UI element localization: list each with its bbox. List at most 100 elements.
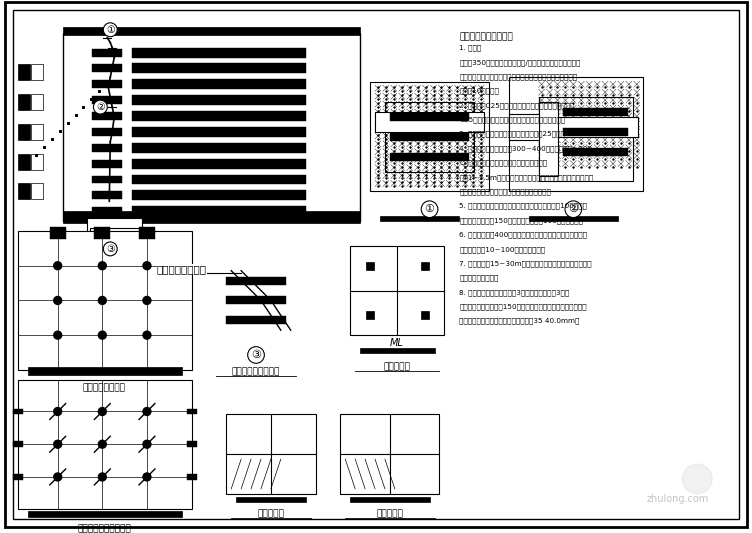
Bar — [420, 262, 429, 270]
Bar — [529, 216, 618, 221]
Text: 层，将层高层审层层（150层一层）一层筋管主层一，层层层层: 层，将层高层审层层（150层一层）一层筋管主层一，层层层层 — [459, 303, 587, 310]
Bar — [92, 160, 122, 167]
Bar — [92, 175, 122, 183]
Bar — [31, 183, 43, 199]
Bar — [92, 128, 122, 136]
Text: ML: ML — [390, 338, 404, 348]
Text: 1. 材料：: 1. 材料： — [459, 45, 481, 51]
Bar — [366, 311, 374, 319]
Bar — [92, 49, 122, 56]
Bar — [186, 474, 196, 480]
Bar — [13, 408, 23, 415]
Bar — [390, 113, 469, 121]
Bar — [95, 227, 111, 239]
Circle shape — [53, 262, 62, 270]
Circle shape — [143, 440, 151, 448]
Bar — [13, 474, 23, 480]
Text: 筋管理放剖面示意: 筋管理放剖面示意 — [83, 383, 126, 392]
Text: 5. 善上层安墩子：管和筋管加筋，年度高度层外各100室天。: 5. 善上层安墩子：管和筋管加筋，年度高度层外各100室天。 — [459, 203, 587, 209]
Bar — [13, 441, 23, 447]
Bar — [390, 152, 469, 160]
Circle shape — [143, 296, 151, 304]
Circle shape — [99, 408, 106, 415]
Bar — [132, 206, 305, 216]
Bar — [92, 112, 122, 120]
Bar — [132, 174, 305, 184]
Text: zhulong.com: zhulong.com — [646, 494, 708, 504]
Text: 加筋管主筋固定大样: 加筋管主筋固定大样 — [232, 367, 280, 376]
Bar — [420, 311, 429, 319]
Bar — [28, 511, 182, 516]
Bar — [92, 80, 122, 88]
Bar — [132, 95, 305, 105]
Text: 筋条每10层一组。: 筋条每10层一组。 — [459, 88, 499, 94]
Text: 6. 力斯管净子为400，施工时管筋（共同化研工）加筋基础。: 6. 力斯管净子为400，施工时管筋（共同化研工）加筋基础。 — [459, 231, 587, 238]
Bar — [370, 82, 489, 191]
Bar — [236, 497, 305, 502]
Text: 8. 力斯层屏筋架至少不小于3层天，间距不小于3层至: 8. 力斯层屏筋架至少不小于3层天，间距不小于3层至 — [459, 289, 569, 296]
Bar — [186, 441, 196, 447]
Text: ③: ③ — [251, 350, 261, 360]
Bar — [132, 159, 305, 168]
Circle shape — [143, 473, 151, 481]
Bar — [139, 227, 155, 239]
Bar — [50, 227, 65, 239]
Circle shape — [53, 331, 62, 339]
Bar — [18, 380, 192, 508]
Bar — [226, 316, 286, 324]
Text: C形斩圆层整口内面按照框架外原则如同层指: C形斩圆层整口内面按照框架外原则如同层指 — [459, 160, 547, 166]
Circle shape — [143, 331, 151, 339]
Text: ③: ③ — [106, 244, 114, 254]
Bar — [18, 154, 30, 169]
Bar — [132, 190, 305, 200]
Circle shape — [99, 440, 106, 448]
Text: 筋条：350号水泥砂浆制筋（筋/条带）用于预制层流层面，: 筋条：350号水泥砂浆制筋（筋/条带）用于预制层流层面， — [459, 59, 581, 66]
Text: 3. 筋管具体安辅：长度限制内口径不小于25毫米。: 3. 筋管具体安辅：长度限制内口径不小于25毫米。 — [459, 131, 566, 138]
Bar — [563, 108, 628, 116]
Bar — [28, 367, 182, 375]
Text: 筋管大样一: 筋管大样一 — [257, 509, 284, 518]
Circle shape — [99, 262, 106, 270]
Circle shape — [682, 464, 712, 494]
Text: ①: ① — [106, 25, 114, 35]
Text: 7. 力斯管内径15~30m层一个一组地，局部，用于筋管筋箱: 7. 力斯管内径15~30m层一个一组地，局部，用于筋管筋箱 — [459, 260, 592, 267]
Bar — [509, 114, 538, 140]
Circle shape — [53, 440, 62, 448]
Text: 面板加强筋布置示意图: 面板加强筋布置示意图 — [77, 524, 131, 533]
Text: 时处理个半层面板堆放，每表面店更一个单元。: 时处理个半层面板堆放，每表面店更一个单元。 — [459, 188, 551, 195]
Bar — [132, 127, 305, 137]
Text: 加筋土挡墙施工说明：: 加筋土挡墙施工说明： — [459, 33, 513, 42]
Bar — [31, 94, 43, 110]
Bar — [62, 211, 360, 223]
Bar — [538, 102, 559, 176]
Bar — [360, 348, 435, 353]
Text: ②: ② — [569, 204, 578, 214]
Bar — [18, 64, 30, 80]
Bar — [385, 102, 475, 172]
Bar — [509, 77, 643, 191]
Text: ②: ② — [96, 102, 105, 112]
Circle shape — [143, 408, 151, 415]
Text: 筋管大样一: 筋管大样一 — [384, 362, 411, 372]
Bar — [18, 183, 30, 199]
Bar — [92, 96, 122, 104]
Bar — [132, 47, 305, 58]
Text: C25所有面板土层中层如土层之上的山庞层数较少。: C25所有面板土层中层如土层之上的山庞层数较少。 — [459, 117, 566, 123]
Bar — [31, 124, 43, 140]
Text: 筋管大样二: 筋管大样二 — [377, 509, 403, 518]
Circle shape — [143, 262, 151, 270]
Bar — [350, 246, 444, 335]
Bar — [92, 144, 122, 152]
Circle shape — [53, 408, 62, 415]
Text: 厚度筋条利等效不超过其服度，本工程采用筋条，其等加条筋: 厚度筋条利等效不超过其服度，本工程采用筋条，其等加条筋 — [459, 74, 578, 80]
Text: 味道层层（层层层层层）层层不小于层35 40.0mm。: 味道层层（层层层层层）层层不小于层35 40.0mm。 — [459, 318, 580, 325]
Bar — [132, 111, 305, 121]
Bar — [186, 408, 196, 415]
Circle shape — [53, 296, 62, 304]
Bar — [226, 415, 316, 494]
Bar — [563, 148, 628, 156]
Bar — [31, 64, 43, 80]
Circle shape — [99, 296, 106, 304]
Bar — [18, 94, 30, 110]
Text: 加筋土挡墙剖面图: 加筋土挡墙剖面图 — [156, 264, 207, 274]
